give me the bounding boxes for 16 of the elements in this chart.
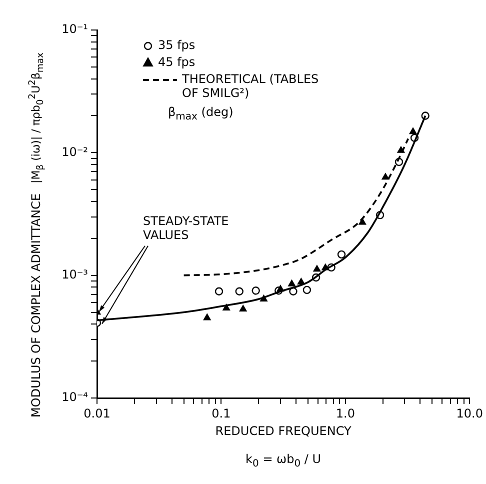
y-tick-label: 10⁻²	[62, 144, 88, 159]
y-tick-label: 10⁻⁴	[62, 390, 88, 404]
y-tick-label: 10⁻¹	[62, 22, 88, 36]
y-tick-label: 10⁻³	[62, 267, 88, 282]
x-tick-label: 0.1	[212, 406, 231, 420]
legend-label: 45 fps	[158, 55, 196, 69]
x-tick-label: 1.0	[336, 406, 355, 420]
x-tick-label: 10.0	[456, 406, 483, 420]
text: k$_{0}$ = ωb$_{0}$ / U	[244, 452, 322, 470]
x-tick-label: 0.01	[84, 406, 110, 420]
x-axis-title: REDUCED FREQUENCY	[214, 424, 352, 438]
y-axis-title: MODULUS OF COMPLEX ADMITTANCE	[29, 193, 43, 418]
annotation: β$_{max}$ (deg)	[168, 105, 234, 122]
annotation: STEADY-STATE VALUES	[143, 214, 230, 242]
legend-label: THEORETICAL (TABLES OF SMILG²)	[182, 72, 320, 100]
legend-label: 35 fps	[158, 38, 196, 52]
